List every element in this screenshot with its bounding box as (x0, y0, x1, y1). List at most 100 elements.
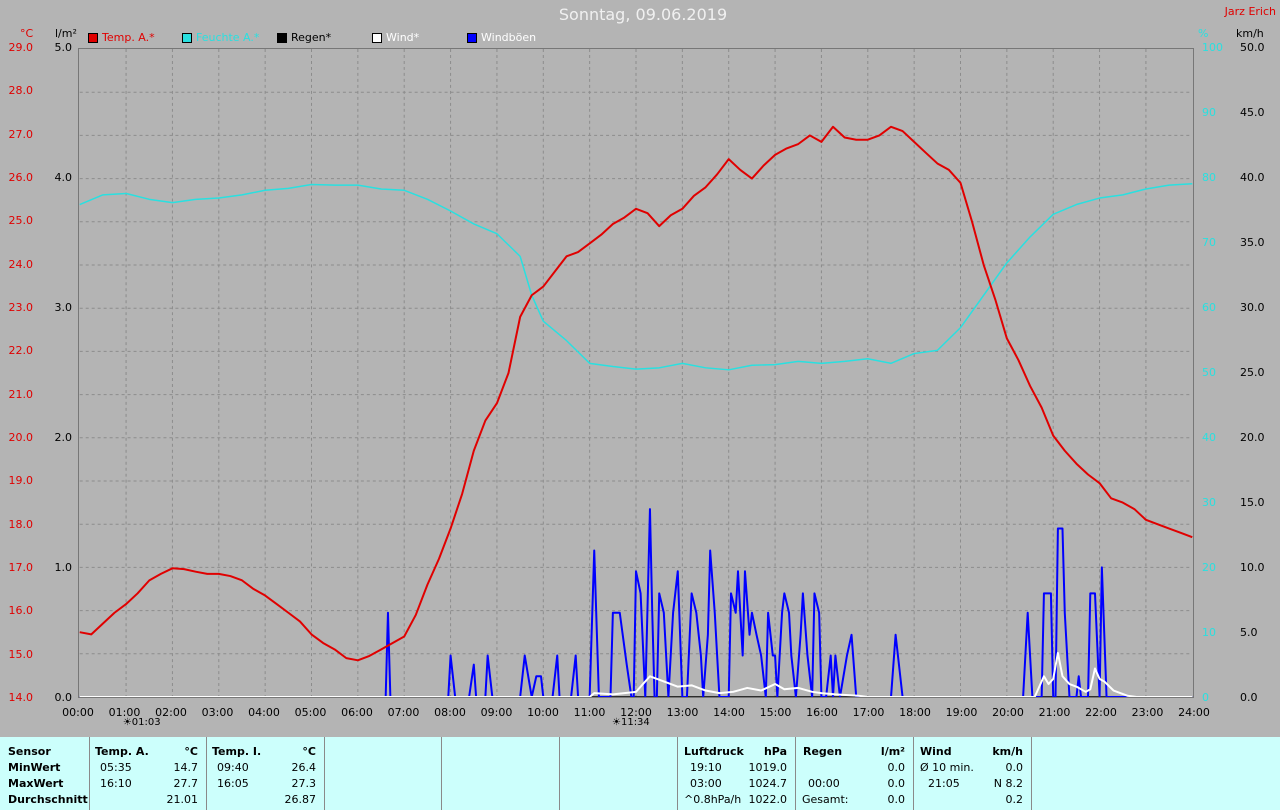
time-tick-label: 14:00 (713, 706, 745, 719)
legend-label-gusts: Windböen (481, 31, 537, 44)
wind-avg-label: Ø 10 min. (920, 761, 974, 774)
humidity-tick-label: 80 (1202, 171, 1216, 184)
rain-tick-label: 3.0 (54, 301, 73, 314)
time-tick-label: 15:00 (759, 706, 792, 719)
time-tick-label: 18:00 (899, 706, 931, 719)
time-tick-label: 12:00 (620, 706, 652, 719)
time-tick-label: 20:00 (992, 706, 1024, 719)
rain-min: 0.0 (887, 761, 906, 774)
temp-a-unit: °C (184, 745, 198, 758)
temp-i-min-time: 09:40 (217, 761, 249, 774)
chart-grid (79, 49, 1193, 697)
time-tick-label: 09:00 (480, 706, 513, 719)
temp-a-min: 14.7 (173, 761, 199, 774)
series-line-feuchte-a (79, 183, 1193, 371)
pressure-trend: ^0.8hPa/h (684, 793, 742, 806)
legend-swatch-gusts (467, 32, 477, 43)
stats-wind-col: Wind km/h Ø 10 min. 0.0 21:05 N 8.2 0.2 (914, 737, 1032, 810)
temp-a-min-time: 05:35 (100, 761, 132, 774)
sun-time-mark: ☀01:03 (122, 717, 161, 728)
temp-i-avg: 26.87 (284, 793, 317, 806)
temp-tick-label: 16.0 (8, 604, 34, 618)
humidity-tick-label: 90 (1202, 106, 1216, 119)
temp-tick-label: 19.0 (8, 474, 34, 488)
pressure-current: 1022.0 (748, 793, 788, 806)
rain-tick-label: 2.0 (54, 431, 73, 444)
pressure-header: Luftdruck (684, 745, 744, 758)
temp-tick-label: 14.0 (8, 691, 34, 704)
pressure-max: 1024.7 (748, 777, 788, 790)
time-tick-label: 10:00 (527, 706, 559, 719)
temp-tick-label: 29.0 (8, 41, 34, 54)
temp-tick-label: 28.0 (8, 84, 34, 98)
pressure-max-time: 03:00 (690, 777, 722, 790)
wind-tick-label: 50.0 (1240, 41, 1265, 54)
wind-tick-label: 15.0 (1240, 496, 1265, 509)
time-tick-label: 19:00 (945, 706, 978, 719)
rain-total: 0.0 (887, 793, 906, 806)
rain-tick-label: 0.0 (54, 691, 73, 704)
time-tick-label: 03:00 (201, 706, 234, 719)
time-tick-label: 21:00 (1038, 706, 1071, 719)
legend-label-temp: Temp. A.* (102, 31, 155, 44)
wind-tick-label: 5.0 (1240, 626, 1258, 639)
temp-tick-label: 24.0 (8, 257, 34, 271)
stats-empty-col-3 (560, 737, 678, 810)
wind-tick-label: 40.0 (1240, 171, 1265, 184)
stats-pressure-col: Luftdruck hPa 19:10 1019.0 03:00 1024.7 … (678, 737, 796, 810)
time-tick-label: 17:00 (852, 706, 885, 719)
chart-title: Sonntag, 09.06.2019 (558, 5, 728, 24)
legend-temp-a: Temp. A.* (88, 31, 155, 44)
rain-unit: l/m² (880, 745, 905, 758)
stats-temp-i-col: Temp. I. °C 09:40 26.4 16:05 27.3 26.87 (207, 737, 325, 810)
time-tick-label: 05:00 (294, 706, 327, 719)
time-tick-label: 13:00 (666, 706, 699, 719)
time-tick-label: 02:00 (155, 706, 187, 719)
temp-i-header: Temp. I. (212, 745, 262, 758)
stats-empty-col-1 (325, 737, 442, 810)
legend-swatch-rain (277, 32, 287, 43)
time-tick-label: 07:00 (387, 706, 420, 719)
legend-gusts: Windböen (467, 31, 536, 44)
humidity-unit-label: % (1198, 27, 1209, 40)
time-tick-label: 24:00 (1178, 706, 1210, 719)
temp-a-max-time: 16:10 (100, 777, 132, 790)
humidity-tick-label: 70 (1202, 236, 1216, 249)
stats-sensor-col: Sensor MinWert MaxWert Durchschnitt (0, 737, 90, 810)
rain-header: Regen (803, 745, 843, 758)
wind-max: N 8.2 (993, 777, 1023, 790)
humidity-tick-label: 0 (1202, 691, 1209, 704)
rain-total-label: Gesamt: (802, 793, 849, 806)
temp-a-header: Temp. A. (95, 745, 149, 758)
stats-panel: Sensor MinWert MaxWert Durchschnitt Temp… (0, 737, 1280, 810)
legend-swatch-wind (372, 32, 382, 43)
series-line-windb-en (79, 508, 1193, 697)
temp-a-avg: 21.01 (166, 793, 199, 806)
wind-tick-label: 20.0 (1240, 431, 1265, 444)
humidity-tick-label: 60 (1202, 301, 1216, 314)
wind-tick-label: 35.0 (1240, 236, 1265, 249)
stats-rain-col: Regen l/m² 0.0 00:00 0.0 Gesamt: 0.0 (796, 737, 914, 810)
temp-tick-label: 26.0 (8, 171, 34, 184)
rain-unit-label: l/m² (55, 27, 77, 40)
wind-extra: 0.2 (1005, 793, 1024, 806)
wind-tick-label: 30.0 (1240, 301, 1265, 314)
rain-max-time: 00:00 (808, 777, 840, 790)
legend-humidity: Feuchte A.* (182, 31, 259, 44)
rain-tick-label: 1.0 (54, 561, 73, 574)
stats-sensor-header: Sensor (8, 745, 51, 758)
time-tick-label: 00:00 (62, 706, 94, 719)
time-tick-label: 11:00 (573, 706, 606, 719)
sun-time-mark: ☀11:34 (612, 717, 650, 728)
time-tick-label: 06:00 (341, 706, 373, 719)
humidity-tick-label: 50 (1202, 366, 1216, 379)
weather-chart-plot (78, 48, 1194, 698)
temp-tick-label: 18.0 (8, 517, 34, 531)
humidity-tick-label: 40 (1202, 431, 1216, 444)
temp-i-max-time: 16:05 (217, 777, 249, 790)
wind-avg: 0.0 (1005, 761, 1024, 774)
pressure-unit: hPa (763, 745, 787, 758)
wind-unit: km/h (992, 745, 1023, 758)
stats-empty-col-2 (442, 737, 560, 810)
rain-tick-label: 4.0 (54, 171, 73, 184)
